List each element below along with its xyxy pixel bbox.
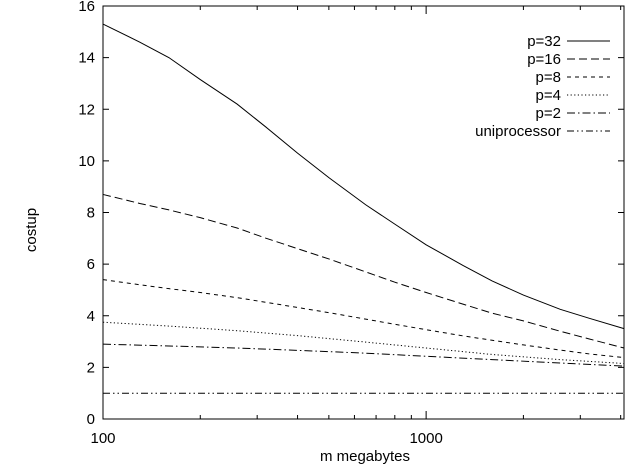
plot-series: [102, 23, 625, 394]
x-axis-label: m megabytes: [320, 448, 410, 465]
plot-axes: 0 2 4 6 8 10 12 14 16 100 1000: [78, 0, 625, 447]
y-tick-label: 2: [87, 359, 95, 376]
y-tick-label: 4: [87, 308, 95, 325]
x-tick-label: 1000: [409, 430, 442, 447]
legend-label: p=32: [527, 33, 561, 50]
y-tick-label: 0: [87, 411, 95, 428]
series-line-p-8: [102, 279, 625, 359]
y-tick-label: 14: [78, 50, 95, 67]
legend-label: p=4: [536, 87, 561, 104]
y-tick-label: 16: [78, 0, 95, 15]
legend-label: p=8: [536, 69, 561, 86]
series-line-p-4: [102, 321, 625, 364]
legend-label: p=16: [527, 51, 561, 68]
series-line-p-16: [102, 193, 625, 349]
y-tick-label: 6: [87, 256, 95, 273]
legend-label: uniprocessor: [475, 123, 561, 140]
legend-label: p=2: [536, 105, 561, 122]
y-tick-label: 12: [78, 101, 95, 118]
series-line-p-2: [102, 343, 625, 367]
x-tick-label: 100: [90, 430, 115, 447]
y-axis-label: costup: [23, 208, 40, 252]
y-tick-label: 10: [78, 153, 95, 170]
series-line-p-32: [102, 23, 625, 330]
y-tick-label: 8: [87, 205, 95, 222]
